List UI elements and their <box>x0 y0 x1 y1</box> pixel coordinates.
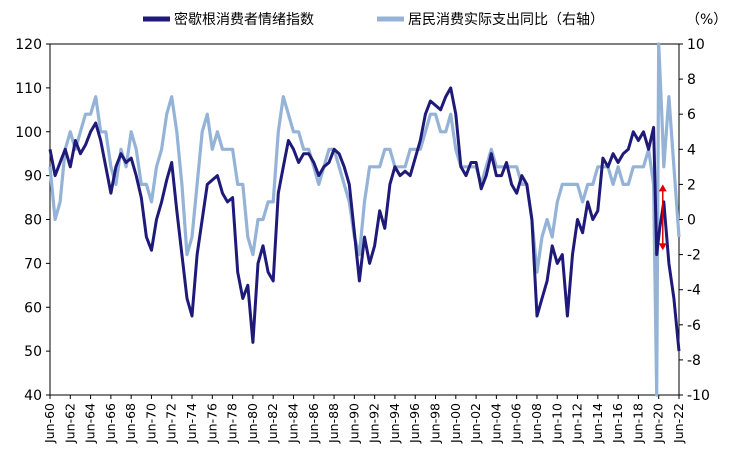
left-tick-label: 70 <box>24 256 42 272</box>
right-axis-unit: （%） <box>686 12 727 28</box>
left-tick-label: 60 <box>24 300 42 316</box>
x-tick-label: Jun-90 <box>346 403 361 444</box>
x-tick-label: Jun-60 <box>42 403 57 444</box>
x-tick-label: Jun-02 <box>468 403 483 444</box>
right-tick-label: 10 <box>687 37 705 53</box>
x-tick-label: Jun-64 <box>83 403 98 444</box>
left-tick-label: 80 <box>24 213 42 229</box>
x-tick-label: Jun-96 <box>407 403 422 444</box>
x-tick-label: Jun-86 <box>306 403 321 444</box>
x-tick-label: Jun-80 <box>245 403 260 444</box>
x-tick-label: Jun-84 <box>285 403 300 444</box>
legend-label-consumption: 居民消费实际支出同比（右轴） <box>408 12 604 28</box>
x-tick-label: Jun-74 <box>184 403 199 444</box>
right-tick-label: 8 <box>687 72 696 88</box>
x-tick-label: Jun-92 <box>367 403 382 444</box>
x-tick-label: Jun-70 <box>143 403 158 444</box>
legend-label-sentiment: 密歇根消费者情绪指数 <box>174 11 314 28</box>
x-tick-label: Jun-66 <box>103 403 118 444</box>
right-axis: -10 -8 -6 -4 -2 0 2 4 6 8 10 <box>679 37 710 404</box>
x-tick-label: Jun-08 <box>529 403 544 444</box>
right-tick-label: 0 <box>687 213 696 229</box>
right-tick-label: 6 <box>687 107 696 123</box>
annotation-arrow-head-bottom <box>658 243 667 251</box>
x-tick-label: Jun-04 <box>488 403 503 444</box>
right-tick-label: -8 <box>687 353 701 369</box>
x-tick-label: Jun-16 <box>610 403 625 444</box>
x-tick-label: Jun-06 <box>509 403 524 444</box>
x-tick-label: Jun-68 <box>123 403 138 444</box>
x-tick-label: Jun-82 <box>265 403 280 444</box>
legend: 密歇根消费者情绪指数 居民消费实际支出同比（右轴） （%） <box>143 11 727 28</box>
x-tick-label: Jun-88 <box>326 403 341 444</box>
right-tick-label: -4 <box>687 283 701 299</box>
right-tick-label: 2 <box>687 177 696 193</box>
right-tick-label: -6 <box>687 318 701 334</box>
series-line-sentiment <box>48 86 681 352</box>
x-tick-label: Jun-18 <box>630 403 645 444</box>
x-tick-label: Jun-14 <box>590 403 605 444</box>
left-tick-label: 100 <box>15 125 42 141</box>
annotation-layer <box>658 184 667 251</box>
left-tick-label: 40 <box>24 388 42 404</box>
right-tick-label: 4 <box>687 142 696 158</box>
x-tick-label: Jun-00 <box>448 403 463 444</box>
x-tick-label: Jun-76 <box>204 403 219 444</box>
series-layer <box>48 42 681 397</box>
left-tick-label: 120 <box>15 37 42 53</box>
left-axis: 40 50 60 70 80 90 100 110 120 <box>15 37 50 404</box>
left-tick-label: 50 <box>24 344 42 360</box>
x-tick-label: Jun-12 <box>570 403 585 444</box>
x-tick-label: Jun-10 <box>549 403 564 444</box>
x-tick-label: Jun-98 <box>428 403 443 444</box>
x-tick-label: Jun-22 <box>671 403 686 444</box>
x-axis: Jun-60 Jun-62 Jun-64 Jun-66 Jun-68 Jun-70 Jun-… <box>42 395 686 444</box>
x-tick-label: Jun-62 <box>62 403 77 444</box>
annotation-arrow-head-top <box>658 184 667 192</box>
right-tick-label: -10 <box>687 388 710 404</box>
left-tick-label: 90 <box>24 169 42 185</box>
x-tick-label: Jun-94 <box>387 403 402 444</box>
x-tick-label: Jun-20 <box>651 403 666 444</box>
right-tick-label: -2 <box>687 248 701 264</box>
x-tick-label: Jun-78 <box>225 403 240 444</box>
left-tick-label: 110 <box>15 81 42 97</box>
x-tick-label: Jun-72 <box>164 403 179 444</box>
series-line-consumption <box>48 42 681 397</box>
